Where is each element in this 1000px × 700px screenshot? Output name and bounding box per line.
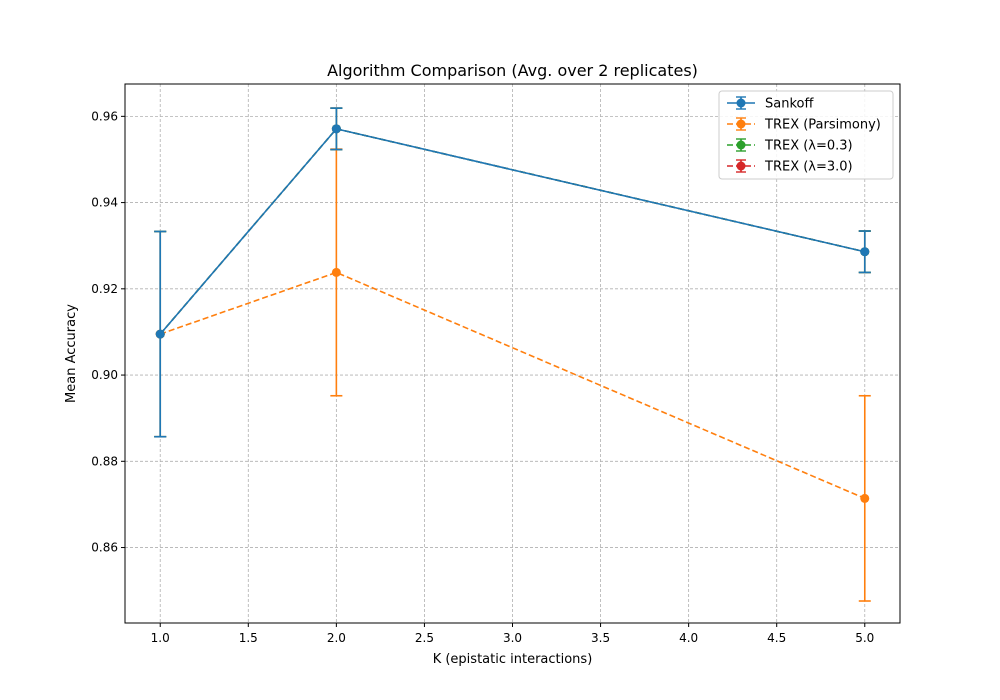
y-tick-label: 0.96: [91, 109, 118, 123]
legend-item: TREX (λ=0.3): [727, 138, 853, 154]
x-tick-label: 4.0: [679, 631, 698, 645]
legend-marker: [736, 119, 746, 129]
x-tick-label: 1.0: [151, 631, 170, 645]
legend-label: TREX (Parsimony): [764, 118, 881, 133]
y-tick-label: 0.88: [91, 454, 118, 468]
data-point: [155, 329, 165, 339]
y-tick-label: 0.90: [91, 368, 118, 382]
data-point: [860, 247, 870, 257]
legend-box: [718, 90, 894, 180]
data-point: [860, 493, 870, 503]
x-tick-label: 2.5: [415, 631, 434, 645]
series-layer: [154, 107, 871, 602]
legend-marker: [736, 161, 746, 171]
x-tick-label: 3.5: [591, 631, 610, 645]
x-axis: 1.0 1.5 2.0 2.5 3.0 3.5 4.0 4.5 5.0: [151, 623, 874, 645]
legend-marker: [736, 140, 746, 150]
x-tick-label: 3.0: [503, 631, 522, 645]
series-line: [159, 271, 866, 500]
data-point: [331, 124, 341, 134]
series-Sankoff: [154, 107, 871, 438]
legend-item: Sankoff: [727, 96, 814, 112]
y-tick-label: 0.94: [91, 196, 118, 210]
legend: Sankoff TREX (Parsimony) TREX (λ=0.3) TREX …: [718, 90, 894, 180]
x-tick-label: 1.5: [239, 631, 258, 645]
data-point: [331, 267, 341, 277]
y-tick-label: 0.92: [91, 282, 118, 296]
legend-label: TREX (λ=3.0): [764, 160, 853, 175]
chart-title: Algorithm Comparison (Avg. over 2 replic…: [327, 61, 698, 80]
y-tick-label: 0.86: [91, 541, 118, 555]
legend-item: TREX (λ=3.0): [727, 159, 853, 175]
legend-label: Sankoff: [765, 97, 814, 112]
y-axis-label: Mean Accuracy: [64, 304, 79, 403]
legend-marker: [736, 98, 746, 108]
legend-item: TREX (Parsimony): [727, 117, 881, 133]
x-tick-label: 2.0: [327, 631, 346, 645]
x-tick-label: 5.0: [855, 631, 874, 645]
y-axis: 0.86 0.88 0.90 0.92 0.94 0.96: [91, 109, 125, 555]
x-tick-label: 4.5: [767, 631, 786, 645]
legend-label: TREX (λ=0.3): [764, 139, 853, 154]
x-axis-label: K (epistatic interactions): [433, 652, 593, 667]
